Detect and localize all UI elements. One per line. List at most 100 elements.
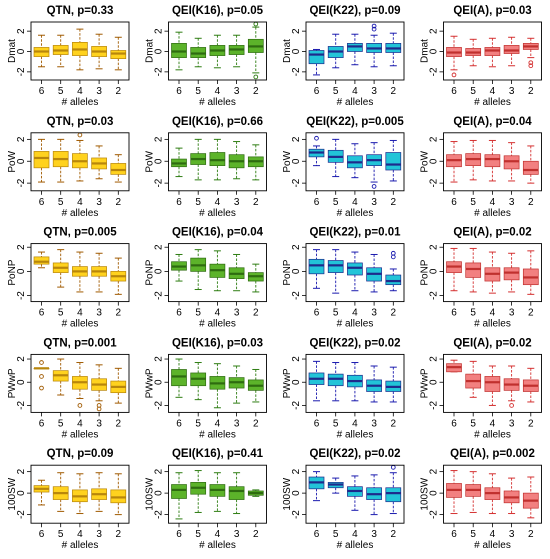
x-axis-label: # alleles [199, 319, 236, 330]
y-axis-label: PoW [420, 150, 431, 172]
box-2 [522, 37, 539, 69]
y-tick-label: 2 [154, 136, 165, 142]
outlier-point [39, 360, 44, 365]
box-6 [171, 31, 187, 71]
box-2 [385, 464, 402, 515]
x-tick-label: 5 [470, 418, 476, 429]
x-tick-label: 4 [215, 529, 221, 540]
x-tick-label: 6 [314, 86, 320, 97]
x-axis-label: # alleles [199, 97, 236, 108]
box-3 [228, 141, 245, 180]
x-tick-label: 5 [470, 197, 476, 208]
box-5 [327, 33, 344, 69]
panel-2-1: QTN, p=0.03 PoW -2 0 2 6 5 4 3 2 # alleles [7, 116, 130, 219]
x-tick-label: 2 [253, 418, 259, 429]
y-axis-label: 100SW [7, 477, 18, 510]
y-tick-label: -2 [154, 67, 165, 76]
box-3 [366, 474, 382, 516]
x-tick-label: 6 [176, 418, 182, 429]
x-tick-label: 6 [314, 418, 320, 429]
y-tick-label: -2 [429, 401, 440, 410]
box-6 [171, 253, 187, 282]
box-5 [52, 472, 69, 512]
outlier-point [371, 26, 377, 32]
outlier-point [253, 74, 259, 80]
y-tick-label: -2 [154, 178, 165, 187]
box-3 [503, 142, 520, 182]
box-5 [190, 470, 207, 513]
y-axis-label: PWwP [420, 368, 431, 398]
y-axis-label: 100SW [145, 477, 156, 510]
panel-5-2: QEI(K16), p=0.41 100SW-2 0 2 6 5 4 3 2 # alleles [145, 448, 267, 551]
y-axis-label: PoNP [7, 259, 18, 285]
box-iqr [385, 152, 402, 171]
x-tick-label: 3 [509, 418, 515, 429]
x-axis-label: # alleles [199, 208, 236, 219]
panel-title: QEI(K16), p=0.66 [172, 116, 263, 128]
box-2 [385, 250, 402, 292]
x-tick-label: 5 [58, 418, 64, 429]
box-6 [308, 471, 325, 502]
box-iqr [171, 484, 187, 499]
x-tick-label: 2 [391, 197, 397, 208]
y-tick-label: -2 [429, 291, 440, 300]
x-tick-label: 4 [490, 418, 496, 429]
box-2 [522, 250, 539, 295]
box-3 [366, 23, 382, 68]
y-tick-label: 2 [429, 468, 440, 474]
panel-title: QEI(A), p=0.03 [453, 5, 531, 17]
x-tick-label: 6 [314, 197, 320, 208]
x-tick-label: 4 [352, 308, 358, 319]
y-tick-label: 2 [291, 136, 302, 142]
x-tick-label: 5 [58, 86, 64, 97]
box-2 [385, 32, 402, 67]
panel-5-4: QEI(A), p=0.002 100SW-2 0 2 6 5 4 3 2 # alleles [420, 448, 542, 551]
panel-1-1: QTN, p=0.33 Dmat -2 0 2 6 5 4 3 2 # alleles [7, 5, 130, 108]
box-3 [366, 365, 382, 403]
panel-title: QEI(K22), p=0.09 [309, 5, 400, 17]
x-tick-label: 5 [58, 197, 64, 208]
y-tick-label: -2 [16, 510, 27, 519]
x-tick-label: 2 [253, 529, 259, 540]
y-tick-label: -2 [291, 510, 302, 519]
y-tick-label: 2 [16, 28, 27, 34]
x-tick-label: 6 [451, 529, 457, 540]
panel-title: QTN, p=0.33 [47, 5, 114, 17]
box-3 [91, 33, 107, 70]
y-axis-label: 100SW [420, 477, 431, 510]
x-tick-label: 3 [509, 86, 515, 97]
outlier-point [39, 374, 44, 379]
y-tick-label: -2 [291, 178, 302, 187]
panel-4-4: QEI(A), p=0.02 PWwP -2 0 2 6 5 4 3 2 # alleles [420, 337, 542, 440]
box-2 [385, 366, 402, 403]
box-3 [91, 364, 107, 412]
x-tick-label: 4 [77, 86, 83, 97]
y-tick-label: 2 [154, 28, 165, 34]
x-axis-label: # alleles [62, 429, 99, 440]
box-4 [209, 363, 226, 409]
x-tick-label: 6 [451, 308, 457, 319]
x-tick-label: 5 [333, 86, 339, 97]
y-tick-label: -2 [154, 510, 165, 519]
box-2 [522, 367, 539, 403]
box-2 [247, 21, 264, 80]
x-tick-label: 3 [96, 197, 102, 208]
panel-title: QTN, p=0.005 [43, 227, 117, 239]
x-tick-label: 2 [116, 197, 122, 208]
box-4 [484, 251, 501, 294]
y-tick-label: 0 [291, 158, 302, 164]
y-tick-label: -2 [16, 178, 27, 187]
y-axis-label: PoW [282, 150, 293, 172]
x-tick-label: 4 [215, 86, 221, 97]
box-iqr [171, 369, 187, 387]
x-tick-label: 6 [39, 418, 45, 429]
y-tick-label: -2 [291, 67, 302, 76]
box-3 [228, 34, 245, 68]
outlier-point [253, 21, 259, 27]
box-2 [247, 368, 264, 403]
box-5 [465, 471, 482, 513]
x-axis-label: # alleles [474, 97, 511, 108]
y-tick-label: 0 [291, 379, 302, 385]
box-4 [72, 473, 88, 515]
